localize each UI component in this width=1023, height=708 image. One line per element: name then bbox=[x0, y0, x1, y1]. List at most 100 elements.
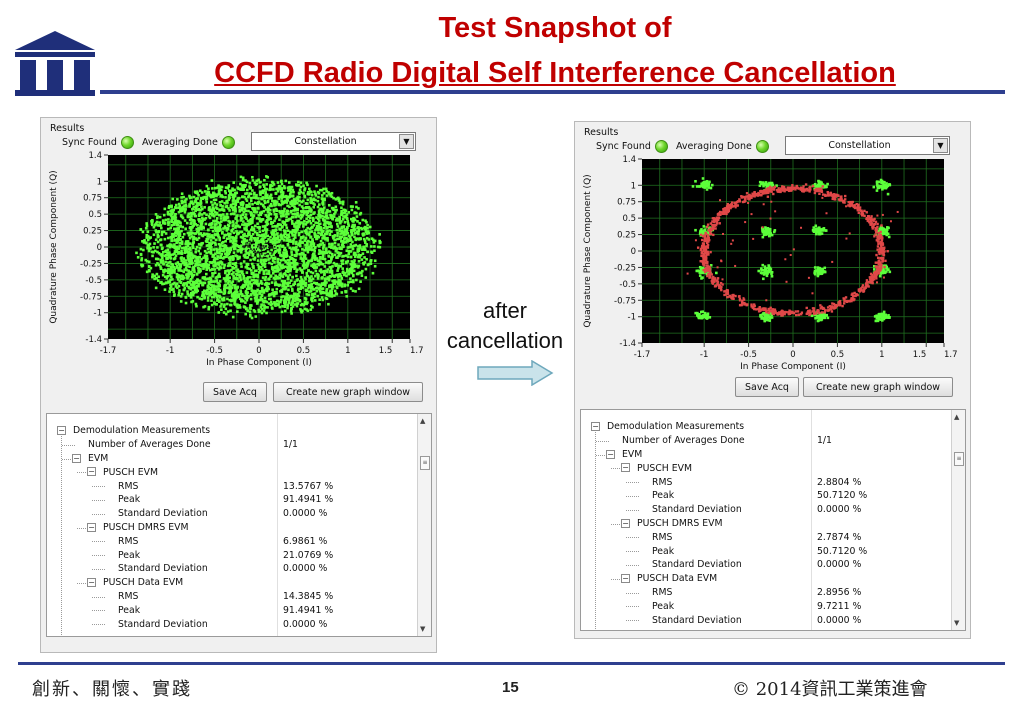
data-point bbox=[266, 306, 269, 309]
data-point bbox=[261, 189, 265, 193]
collapse-icon[interactable]: − bbox=[72, 453, 81, 463]
data-point bbox=[324, 224, 327, 228]
data-point bbox=[220, 302, 223, 306]
data-point bbox=[179, 256, 183, 260]
data-point bbox=[773, 229, 777, 232]
data-point bbox=[230, 193, 234, 197]
data-point bbox=[295, 226, 299, 229]
data-point bbox=[769, 312, 773, 315]
data-point bbox=[321, 262, 325, 266]
tree-row[interactable]: Peak 91.4941 % bbox=[47, 493, 415, 507]
data-point bbox=[275, 291, 278, 294]
data-point bbox=[706, 312, 710, 316]
data-point bbox=[164, 218, 168, 222]
data-point bbox=[700, 314, 704, 318]
data-point bbox=[318, 298, 321, 301]
data-point bbox=[826, 182, 829, 186]
scroll-down-icon[interactable]: ▼ bbox=[420, 625, 426, 633]
scroll-up-icon[interactable]: ▲ bbox=[420, 417, 426, 425]
data-point bbox=[326, 208, 329, 212]
data-point bbox=[179, 280, 183, 284]
data-point bbox=[243, 249, 245, 252]
data-point bbox=[263, 228, 267, 231]
tree-row[interactable]: − PUSCH DMRS EVM bbox=[47, 521, 415, 535]
data-point bbox=[350, 271, 354, 275]
create-graph-window-button[interactable]: Create new graph window bbox=[273, 382, 423, 402]
data-point bbox=[253, 208, 257, 212]
collapse-icon[interactable]: − bbox=[87, 522, 96, 532]
data-point bbox=[263, 289, 266, 292]
tree-row[interactable]: Peak 91.4941 % bbox=[47, 603, 415, 617]
collapse-icon[interactable]: − bbox=[87, 467, 96, 477]
data-point bbox=[191, 274, 195, 278]
data-point bbox=[320, 229, 323, 232]
data-point bbox=[205, 254, 209, 258]
tree-row[interactable]: − PUSCH Data EVM bbox=[47, 576, 415, 590]
collapse-icon[interactable]: − bbox=[57, 426, 66, 435]
tree-row[interactable]: Number of Averages Done 1/1 bbox=[47, 438, 415, 452]
data-point bbox=[213, 210, 217, 214]
data-point bbox=[763, 265, 767, 268]
data-point bbox=[195, 273, 199, 276]
data-point bbox=[363, 256, 366, 259]
data-point bbox=[297, 294, 301, 298]
data-point bbox=[159, 258, 163, 262]
tree-row[interactable]: RMS 6.9861 % bbox=[47, 534, 415, 548]
tree-row[interactable]: Peak 21.0769 % bbox=[47, 548, 415, 562]
data-point bbox=[297, 287, 300, 291]
chevron-down-icon[interactable]: ▼ bbox=[933, 138, 948, 153]
measurement-tree[interactable]: − Demodulation Measurements Number of Aver… bbox=[46, 413, 432, 637]
view-select[interactable]: Constellation ▼ bbox=[785, 136, 950, 155]
tree-row[interactable]: − Demodulation Measurements bbox=[47, 424, 415, 438]
data-point bbox=[281, 295, 285, 298]
data-point bbox=[276, 270, 280, 273]
collapse-icon[interactable]: − bbox=[87, 577, 96, 587]
data-point bbox=[229, 191, 232, 195]
chevron-down-icon[interactable]: ▼ bbox=[399, 134, 414, 149]
data-point bbox=[149, 247, 152, 250]
data-point bbox=[197, 249, 201, 253]
data-point bbox=[161, 250, 165, 254]
data-point bbox=[278, 238, 282, 242]
data-point bbox=[181, 277, 185, 281]
data-point bbox=[316, 277, 320, 280]
data-point bbox=[190, 235, 193, 238]
data-point bbox=[267, 258, 270, 261]
tree-row[interactable]: RMS 13.5767 % bbox=[47, 479, 415, 493]
data-point bbox=[216, 262, 220, 266]
data-point bbox=[312, 262, 316, 266]
tree-row[interactable]: RMS 14.3845 % bbox=[47, 590, 415, 604]
data-point bbox=[179, 295, 183, 298]
data-point bbox=[195, 281, 199, 284]
data-point bbox=[275, 225, 279, 228]
data-point bbox=[213, 301, 216, 304]
data-point bbox=[761, 182, 764, 186]
data-point bbox=[261, 242, 265, 245]
data-point bbox=[220, 252, 224, 256]
data-point bbox=[180, 201, 184, 205]
data-point bbox=[321, 230, 325, 233]
data-point bbox=[353, 244, 356, 247]
tree-row[interactable]: Standard Deviation 0.0000 % bbox=[47, 617, 415, 631]
tree-row[interactable]: Standard Deviation 0.0000 % bbox=[47, 562, 415, 576]
tree-scrollbar[interactable]: ▲ ≡ ▼ bbox=[417, 414, 431, 636]
data-point bbox=[188, 218, 192, 222]
data-point bbox=[292, 260, 295, 263]
tree-row[interactable]: − EVM bbox=[47, 452, 415, 466]
data-point bbox=[197, 228, 200, 231]
scroll-thumb[interactable]: ≡ bbox=[420, 456, 430, 470]
data-point bbox=[211, 187, 214, 190]
save-acq-button[interactable]: Save Acq bbox=[203, 382, 267, 402]
data-point bbox=[228, 269, 231, 272]
tree-row[interactable]: Standard Deviation 0.0000 % bbox=[47, 507, 415, 521]
data-point bbox=[225, 205, 228, 209]
data-point bbox=[259, 246, 261, 249]
tree-row[interactable]: − PUSCH EVM bbox=[47, 465, 415, 479]
data-point bbox=[280, 245, 284, 248]
data-point bbox=[257, 240, 260, 244]
data-point bbox=[875, 314, 878, 318]
view-select[interactable]: Constellation ▼ bbox=[251, 132, 416, 151]
data-point bbox=[289, 295, 293, 299]
data-point bbox=[280, 187, 284, 190]
data-point bbox=[351, 240, 354, 244]
